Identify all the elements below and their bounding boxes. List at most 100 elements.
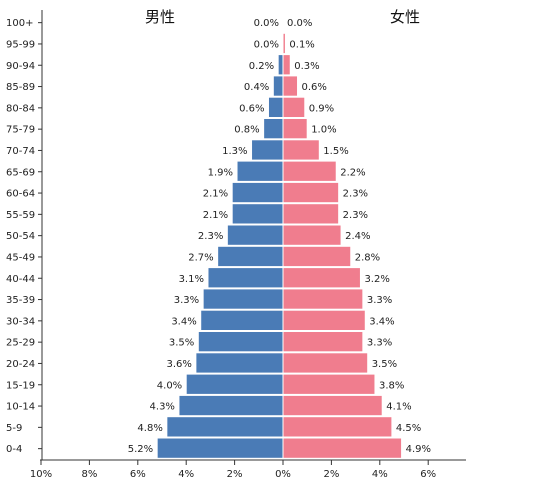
x-tick-label: 0% (275, 469, 291, 480)
value-label-female: 2.3% (343, 189, 368, 200)
age-label: 55-59 (6, 210, 35, 221)
bar-female-25-29 (282, 331, 364, 353)
age-label: 45-49 (6, 252, 35, 263)
value-label-male: 4.0% (157, 380, 182, 391)
bar-male-35-39 (202, 288, 284, 310)
value-label-male: 3.1% (179, 274, 204, 285)
age-label: 80-84 (6, 103, 35, 114)
value-label-male: 2.1% (203, 210, 228, 221)
x-tick-label: 6% (420, 469, 436, 480)
bar-female-70-74 (282, 139, 320, 161)
value-label-male: 1.9% (208, 167, 233, 178)
value-label-female: 3.5% (372, 359, 397, 370)
value-label-female: 3.2% (364, 274, 389, 285)
age-label: 20-24 (6, 359, 35, 370)
age-label: 90-94 (6, 61, 35, 72)
bar-female-20-24 (282, 352, 369, 374)
bar-male-25-29 (197, 331, 284, 353)
bar-male-60-64 (231, 181, 284, 204)
x-tick-label: 4% (372, 469, 388, 480)
bar-male-50-54 (226, 224, 284, 246)
value-label-male: 3.5% (169, 338, 194, 349)
age-label: 85-89 (6, 82, 35, 93)
age-label: 75-79 (6, 125, 35, 136)
value-label-female: 2.2% (340, 167, 365, 178)
age-label: 50-54 (6, 231, 35, 242)
value-label-female: 4.9% (406, 444, 431, 455)
bar-male-15-19 (185, 373, 284, 395)
value-label-female: 2.4% (345, 231, 370, 242)
bar-female-65-69 (282, 160, 337, 182)
bar-female-60-64 (282, 181, 340, 204)
value-label-male: 2.3% (198, 231, 223, 242)
age-label: 95-99 (6, 39, 35, 50)
bar-female-0-4 (282, 437, 403, 459)
age-labels-group: 100+ 95-99 90-94 85-89 80-84 75-79 70-74 65-69 6… (6, 18, 42, 455)
value-label-female: 3.3% (367, 295, 392, 306)
value-label-female: 0.9% (309, 103, 334, 114)
x-tick-label: 6% (130, 469, 146, 480)
value-label-female: 4.5% (396, 423, 421, 434)
x-tick-label: 2% (227, 469, 243, 480)
value-label-male: 3.4% (171, 316, 196, 327)
bar-male-20-24 (195, 352, 284, 374)
bars-group (156, 32, 403, 459)
bar-male-80-84 (267, 96, 284, 118)
bar-female-85-89 (282, 75, 299, 97)
x-ticks-group: 10% 8% 6% 4% 2% 0% 2% 4% 6% (30, 460, 436, 480)
bar-female-75-79 (282, 118, 308, 140)
bar-male-30-34 (200, 309, 284, 332)
age-label: 40-44 (6, 274, 35, 285)
age-label: 5-9 (6, 423, 22, 434)
value-label-male: 0.2% (249, 61, 274, 72)
male-title: 男性 (145, 8, 175, 26)
age-label: 0-4 (6, 444, 22, 455)
bar-female-10-14 (282, 394, 383, 417)
age-label: 100+ (6, 18, 33, 29)
bar-male-40-44 (207, 267, 284, 289)
value-label-female: 4.1% (386, 402, 411, 413)
value-label-female: 2.8% (355, 252, 380, 263)
bar-male-70-74 (251, 139, 284, 161)
bar-male-90-94 (277, 54, 284, 76)
value-label-female: 0.1% (289, 39, 314, 50)
value-label-male: 0.4% (244, 82, 269, 93)
bar-female-80-84 (282, 96, 306, 118)
bar-male-65-69 (236, 160, 284, 182)
bar-female-35-39 (282, 288, 364, 310)
value-label-male: 3.3% (174, 295, 199, 306)
bar-male-45-49 (217, 245, 284, 268)
value-label-male: 0.6% (239, 103, 264, 114)
value-label-male: 0.0% (254, 18, 279, 29)
x-tick-label: 2% (323, 469, 339, 480)
value-label-female: 2.3% (343, 210, 368, 221)
value-label-female: 3.3% (367, 338, 392, 349)
value-label-male: 0.0% (254, 39, 279, 50)
value-label-male: 3.6% (166, 359, 191, 370)
x-tick-label: 4% (178, 469, 194, 480)
age-label: 10-14 (6, 402, 35, 413)
age-label: 35-39 (6, 295, 35, 306)
value-label-male: 5.2% (128, 444, 153, 455)
bar-female-90-94 (282, 54, 291, 76)
value-label-female: 0.6% (302, 82, 327, 93)
age-label: 70-74 (6, 146, 35, 157)
age-label: 65-69 (6, 167, 35, 178)
bar-female-40-44 (282, 267, 361, 289)
bar-female-30-34 (282, 309, 366, 332)
value-label-female: 0.0% (287, 18, 312, 29)
age-label: 15-19 (6, 380, 35, 391)
value-label-male: 0.8% (234, 125, 259, 136)
bar-male-5-9 (166, 416, 284, 438)
female-title: 女性 (390, 8, 420, 26)
age-label: 60-64 (6, 189, 35, 200)
value-label-female: 3.4% (369, 316, 394, 327)
x-tick-label: 10% (30, 469, 52, 480)
bar-female-5-9 (282, 416, 393, 438)
value-label-female: 1.0% (311, 125, 336, 136)
bar-female-50-54 (282, 224, 342, 246)
value-labels-group: 0.0% 0.0% 0.0% 0.1% 0.2% 0.3% 0.4% 0.6% 0.6% 0.9%… (128, 18, 431, 455)
age-label: 30-34 (6, 316, 35, 327)
bar-female-15-19 (282, 373, 376, 395)
